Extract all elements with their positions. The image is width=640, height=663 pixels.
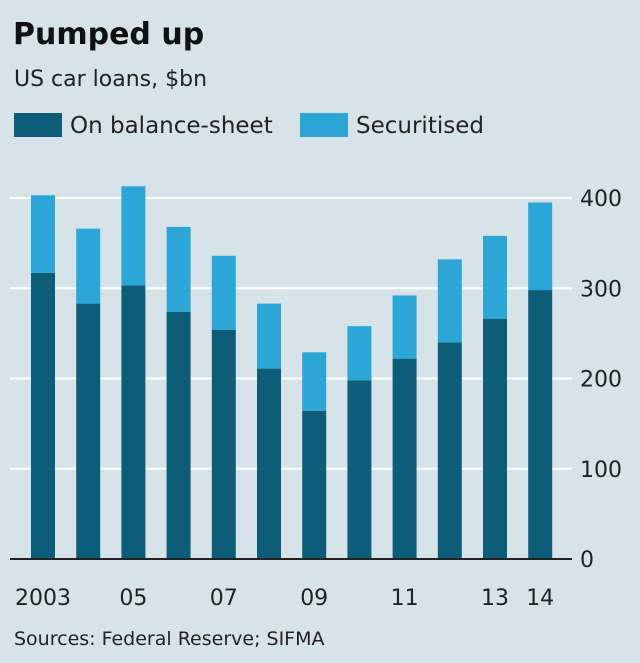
chart-title: Pumped up [13, 17, 204, 52]
source-note: Sources: Federal Reserve; SIFMA [14, 628, 325, 650]
bar-2006-securitised [166, 226, 191, 312]
x-tick-label-2007: 07 [210, 586, 238, 611]
x-tick-label-2014: 14 [526, 586, 554, 611]
x-tick-label-2005: 05 [119, 586, 147, 611]
legend-label-securitised: Securitised [356, 113, 484, 139]
bar-2011-on-balance-sheet [392, 358, 417, 559]
bar-2007-securitised [211, 255, 236, 330]
bar-2011-securitised [392, 295, 417, 359]
bar-2013-on-balance-sheet [483, 318, 507, 559]
bar-2007-on-balance-sheet [211, 329, 236, 559]
bar-2005-securitised [121, 186, 146, 286]
bar-2009-securitised [302, 352, 327, 411]
bar-2005-on-balance-sheet [121, 285, 146, 559]
bar-2010-on-balance-sheet [347, 380, 372, 559]
legend-label-on-balance-sheet: On balance-sheet [70, 113, 273, 139]
y-tick-label-0: 0 [580, 548, 594, 573]
bar-2012-on-balance-sheet [437, 342, 462, 559]
bar-2006-on-balance-sheet [166, 311, 191, 559]
legend-swatch-securitised [300, 113, 348, 137]
bar-2003-on-balance-sheet [31, 272, 55, 559]
bar-2008-securitised [257, 303, 281, 369]
y-tick-label-100: 100 [580, 458, 622, 483]
chart-subtitle: US car loans, $bn [14, 67, 207, 92]
y-tick-label-400: 400 [580, 187, 622, 212]
y-tick-label-200: 200 [580, 368, 622, 393]
bars [31, 186, 553, 559]
gridlines [10, 197, 572, 470]
axes: 0 100 200 300 400 2003 05 07 09 11 13 14 [10, 187, 622, 611]
legend-swatch-on-balance-sheet [14, 113, 62, 137]
bar-2003-securitised [31, 195, 55, 273]
legend: On balance-sheet Securitised [14, 113, 484, 139]
bar-2008-on-balance-sheet [257, 368, 281, 559]
x-tick-label-2009: 09 [300, 586, 328, 611]
bar-2014-on-balance-sheet [528, 290, 553, 559]
x-tick-label-2011: 11 [391, 586, 419, 611]
bar-2013-securitised [483, 235, 507, 319]
x-tick-label-2003: 2003 [15, 586, 71, 611]
bar-2004-securitised [76, 228, 101, 304]
bar-2004-on-balance-sheet [76, 303, 101, 559]
bar-2012-securitised [437, 259, 462, 343]
bar-2009-on-balance-sheet [302, 410, 327, 559]
x-tick-label-2013: 13 [481, 586, 509, 611]
bar-2014-securitised [528, 202, 553, 291]
bar-2010-securitised [347, 326, 372, 381]
y-tick-label-300: 300 [580, 277, 622, 302]
